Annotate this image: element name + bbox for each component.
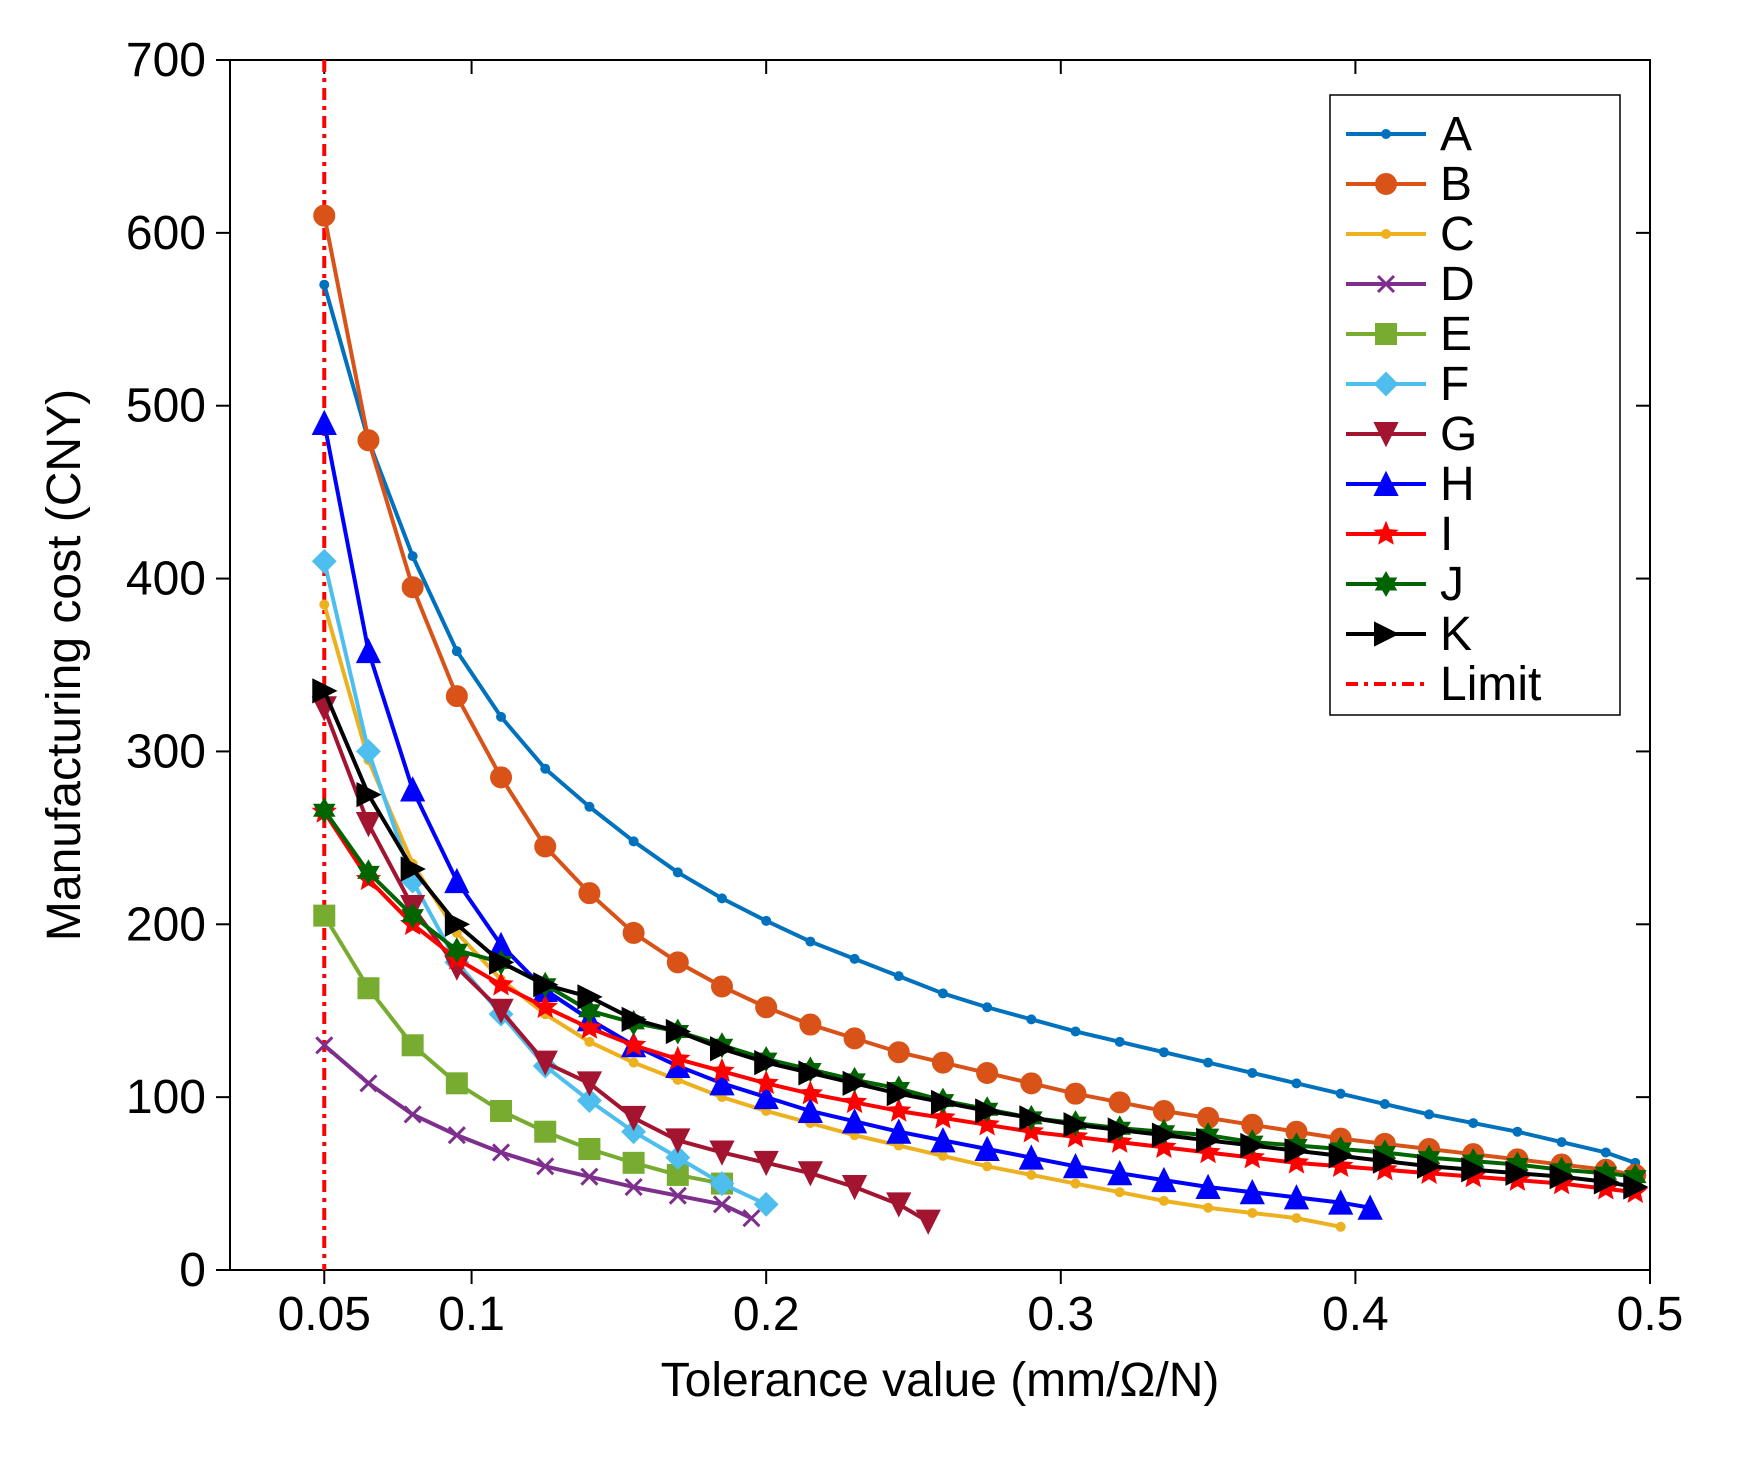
x-tick-label: 0.2	[733, 1288, 800, 1341]
y-tick-label: 600	[126, 207, 206, 260]
legend-item-label: D	[1440, 258, 1475, 311]
chart-container: 0.05 0.1 0.2 0.3 0.4 0.5 0 100 200 300 400 500 600 70…	[0, 0, 1745, 1472]
y-tick-label: 400	[126, 553, 206, 606]
legend-item-label: H	[1440, 458, 1475, 511]
y-tick-label: 700	[126, 34, 206, 87]
y-tick-label: 200	[126, 898, 206, 951]
x-tick-label: 0.4	[1322, 1288, 1389, 1341]
series-I	[313, 800, 1647, 1202]
y-tick-label: 0	[179, 1244, 206, 1297]
series-F	[313, 550, 777, 1215]
legend-item-label: C	[1440, 208, 1475, 261]
legend-item-label: K	[1440, 608, 1472, 661]
legend-item-label: I	[1440, 508, 1453, 561]
y-tick-label: 500	[126, 380, 206, 433]
legend-item-label: E	[1440, 308, 1472, 361]
y-axis-label: Manufacturing cost (CNY)	[38, 389, 91, 941]
manufacturing-cost-chart: 0.05 0.1 0.2 0.3 0.4 0.5 0 100 200 300 400 500 600 70…	[0, 0, 1745, 1472]
legend: ABCDEFGHIJKLimit	[1330, 95, 1620, 715]
y-tick-label: 300	[126, 725, 206, 778]
series-K	[313, 680, 1646, 1198]
legend-item-label: F	[1440, 358, 1469, 411]
legend-item-label: G	[1440, 408, 1477, 461]
x-tick-label: 0.5	[1617, 1288, 1684, 1341]
legend-item-label: B	[1440, 158, 1472, 211]
legend-item-label: Limit	[1440, 658, 1541, 711]
x-tick-label: 0.05	[278, 1288, 371, 1341]
legend-item-label: A	[1440, 108, 1472, 161]
x-tick-label: 0.3	[1027, 1288, 1094, 1341]
y-tick-label: 100	[126, 1071, 206, 1124]
x-axis-label: Tolerance value (mm/Ω/N)	[661, 1354, 1220, 1407]
x-tick-label: 0.1	[438, 1288, 505, 1341]
series-H	[313, 412, 1381, 1219]
legend-item-label: J	[1440, 558, 1464, 611]
